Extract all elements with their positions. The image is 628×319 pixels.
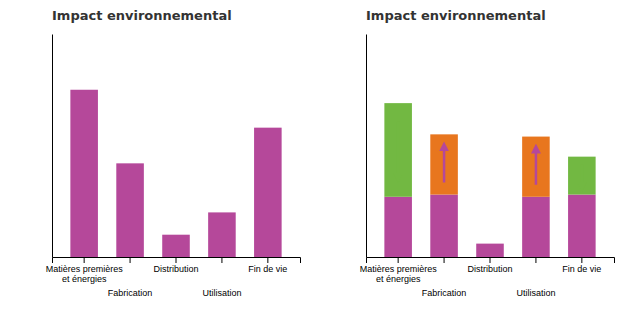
- arrow: [443, 146, 446, 182]
- x-tick-label-line: Fin de vie: [562, 264, 601, 274]
- bar-series: [70, 90, 281, 257]
- x-tick-label: Utilisation: [202, 288, 241, 298]
- bar-series: [384, 103, 595, 197]
- x-tick: Utilisation: [202, 257, 241, 298]
- chart-panel: Matières premièreset énergiesFabrication…: [46, 8, 301, 298]
- bar: [162, 235, 190, 257]
- x-axis: Matières premièreset énergiesFabrication…: [46, 257, 301, 298]
- x-tick: Distribution: [467, 257, 512, 274]
- arrow: [535, 149, 538, 185]
- x-tick-label-line: et énergies: [376, 274, 421, 284]
- x-tick-label-line: Distribution: [467, 264, 512, 274]
- bar: [384, 197, 412, 257]
- x-tick-label: Distribution: [467, 264, 512, 274]
- bar: [476, 243, 504, 244]
- x-tick-label: Matières premièreset énergies: [360, 264, 438, 284]
- bar: [568, 156, 596, 157]
- x-axis-line: [367, 258, 615, 264]
- bar-series: [384, 195, 595, 257]
- y-axis-line: [366, 35, 367, 258]
- chart-title: Impact environnemental: [366, 8, 546, 23]
- y-axis-line: [52, 35, 53, 258]
- x-tick-label-line: Matières premières: [360, 264, 438, 274]
- bar: [208, 212, 236, 257]
- bar: [70, 90, 98, 257]
- x-tick-mark: [581, 257, 582, 263]
- x-tick-mark: [490, 257, 491, 263]
- x-tick: Fabrication: [422, 257, 467, 298]
- bar: [522, 137, 550, 197]
- chart-title: Impact environnemental: [52, 8, 232, 23]
- chart-root: Matières premièreset énergiesFabrication…: [0, 0, 628, 319]
- bar: [430, 195, 458, 257]
- plot-area: [70, 90, 281, 257]
- bar: [476, 244, 504, 257]
- x-tick: Utilisation: [516, 257, 555, 298]
- x-tick-mark: [221, 257, 222, 263]
- x-tick-label-line: Utilisation: [202, 288, 241, 298]
- x-tick-label-line: Fabrication: [108, 288, 153, 298]
- x-tick-mark: [130, 257, 131, 263]
- arrow: [397, 122, 400, 178]
- y-axis: [52, 35, 53, 258]
- x-tick-label-line: Utilisation: [516, 288, 555, 298]
- bar: [568, 157, 596, 195]
- x-tick-label-line: Matières premières: [46, 264, 124, 274]
- bar: [116, 163, 144, 257]
- x-tick: Matières premièreset énergies: [360, 257, 438, 284]
- x-tick-mark: [176, 257, 177, 263]
- x-tick-mark: [84, 257, 85, 263]
- x-tick-mark: [398, 257, 399, 263]
- bar: [384, 103, 412, 104]
- x-tick-label-line: Distribution: [153, 264, 198, 274]
- arrow: [581, 164, 584, 187]
- x-tick: Fin de vie: [562, 257, 601, 274]
- bar: [568, 195, 596, 257]
- chart-panel: Matières premièreset énergiesFabrication…: [360, 8, 615, 298]
- x-tick-label-line: Fin de vie: [248, 264, 287, 274]
- x-tick: Distribution: [153, 257, 198, 274]
- x-tick-label-line: et énergies: [62, 274, 107, 284]
- x-tick-label: Fin de vie: [248, 264, 287, 274]
- x-tick: Fin de vie: [248, 257, 287, 274]
- x-tick: Matières premièreset énergies: [46, 257, 124, 284]
- x-tick-mark: [444, 257, 445, 263]
- x-tick-label: Utilisation: [516, 288, 555, 298]
- x-tick-label: Fabrication: [422, 288, 467, 298]
- x-tick-mark: [535, 257, 536, 263]
- bar: [476, 243, 504, 244]
- x-tick-label: Fin de vie: [562, 264, 601, 274]
- bar: [384, 103, 412, 197]
- x-tick-mark: [267, 257, 268, 263]
- bar: [522, 197, 550, 257]
- x-tick-label: Matières premièreset énergies: [46, 264, 124, 284]
- y-axis: [366, 35, 367, 258]
- x-tick-label: Distribution: [153, 264, 198, 274]
- plot-area: [384, 103, 595, 257]
- bar: [254, 128, 282, 257]
- x-tick: Fabrication: [108, 257, 153, 298]
- x-tick-label: Fabrication: [108, 288, 153, 298]
- bar: [430, 134, 458, 194]
- x-axis-line: [53, 258, 301, 264]
- x-tick-label-line: Fabrication: [422, 288, 467, 298]
- bar-series: [430, 134, 549, 196]
- x-axis: Matières premièreset énergiesFabrication…: [360, 257, 615, 298]
